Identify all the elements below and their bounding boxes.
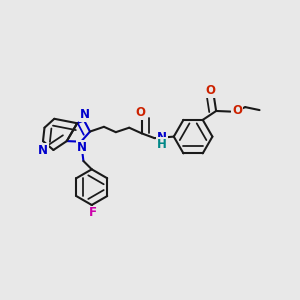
- Text: N: N: [80, 108, 90, 121]
- Text: N: N: [77, 140, 87, 154]
- Text: O: O: [206, 84, 216, 97]
- Text: F: F: [88, 206, 97, 219]
- Text: N: N: [157, 131, 167, 144]
- Text: O: O: [232, 104, 242, 118]
- Text: N: N: [38, 143, 48, 157]
- Text: O: O: [135, 106, 145, 119]
- Text: H: H: [157, 138, 167, 151]
